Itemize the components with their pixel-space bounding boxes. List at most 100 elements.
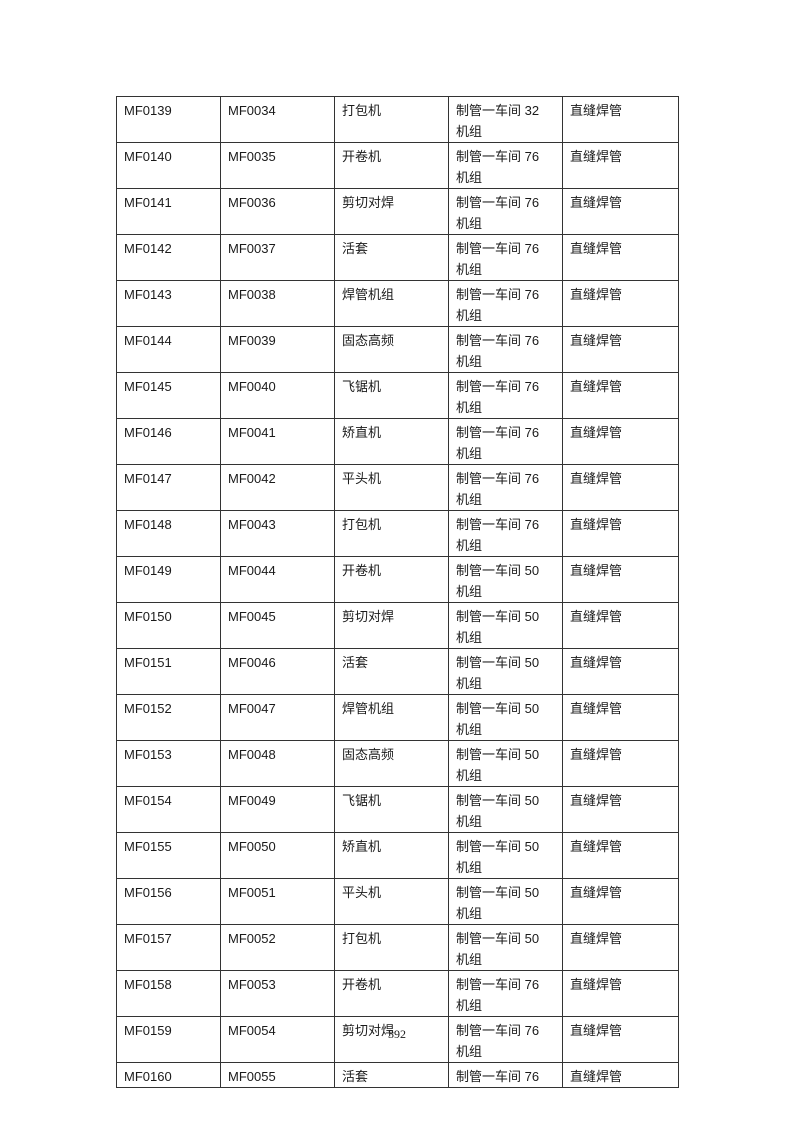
table-row: MF0147 MF0042 平头机 制管一车间 76 机组 直缝焊管 <box>116 464 679 511</box>
cell-text: 直缝焊管 <box>570 563 623 578</box>
asset-code-cell: MF0140 <box>116 142 221 189</box>
page-number: 392 <box>388 1027 406 1041</box>
cell-text: 制管一车间 50 机组 <box>456 885 540 921</box>
equipment-name-cell: 剪切对焊 <box>334 602 449 649</box>
equipment-name-cell: 活套 <box>334 1062 449 1088</box>
cell-text: MF0045 <box>228 609 276 624</box>
equipment-name-cell: 开卷机 <box>334 970 449 1017</box>
equipment-code-cell: MF0049 <box>220 786 335 833</box>
cell-text: 活套 <box>342 1069 369 1084</box>
cell-text: 直缝焊管 <box>570 149 623 164</box>
cell-text: 飞锯机 <box>342 793 382 808</box>
cell-text: MF0141 <box>124 195 172 210</box>
category-cell: 直缝焊管 <box>562 142 679 189</box>
equipment-name-cell: 活套 <box>334 648 449 695</box>
location-cell: 制管一车间 76 机组 <box>448 970 563 1017</box>
category-cell: 直缝焊管 <box>562 418 679 465</box>
cell-text: MF0158 <box>124 977 172 992</box>
cell-text: MF0053 <box>228 977 276 992</box>
cell-text: MF0142 <box>124 241 172 256</box>
cell-text: MF0156 <box>124 885 172 900</box>
equipment-name-cell: 开卷机 <box>334 142 449 189</box>
cell-text: MF0143 <box>124 287 172 302</box>
equipment-code-cell: MF0040 <box>220 372 335 419</box>
asset-code-cell: MF0145 <box>116 372 221 419</box>
location-cell: 制管一车间 76 机组 <box>448 510 563 557</box>
location-cell: 制管一车间 76 机组 <box>448 188 563 235</box>
cell-text: MF0055 <box>228 1069 276 1084</box>
location-cell: 制管一车间 50 机组 <box>448 878 563 925</box>
asset-code-cell: MF0142 <box>116 234 221 281</box>
category-cell: 直缝焊管 <box>562 464 679 511</box>
table-row: MF0156 MF0051 平头机 制管一车间 50 机组 直缝焊管 <box>116 878 679 925</box>
asset-code-cell: MF0152 <box>116 694 221 741</box>
cell-text: MF0042 <box>228 471 276 486</box>
cell-text: 打包机 <box>342 103 382 118</box>
asset-code-cell: MF0154 <box>116 786 221 833</box>
cell-text: MF0154 <box>124 793 172 808</box>
category-cell: 直缝焊管 <box>562 280 679 327</box>
cell-text: 直缝焊管 <box>570 609 623 624</box>
equipment-code-cell: MF0050 <box>220 832 335 879</box>
cell-text: 制管一车间 50 机组 <box>456 931 540 967</box>
equipment-code-cell: MF0034 <box>220 96 335 143</box>
cell-text: MF0139 <box>124 103 172 118</box>
table-row: MF0153 MF0048 固态高频 制管一车间 50 机组 直缝焊管 <box>116 740 679 787</box>
equipment-code-cell: MF0054 <box>220 1016 335 1063</box>
cell-text: MF0037 <box>228 241 276 256</box>
cell-text: 制管一车间 50 机组 <box>456 793 540 829</box>
category-cell: 直缝焊管 <box>562 326 679 373</box>
cell-text: MF0044 <box>228 563 276 578</box>
asset-code-cell: MF0147 <box>116 464 221 511</box>
cell-text: 直缝焊管 <box>570 103 623 118</box>
cell-text: MF0035 <box>228 149 276 164</box>
asset-code-cell: MF0159 <box>116 1016 221 1063</box>
location-cell: 制管一车间 76 机组 <box>448 234 563 281</box>
cell-text: 制管一车间 76 机组 <box>456 241 540 277</box>
cell-text: MF0148 <box>124 517 172 532</box>
location-cell: 制管一车间 76 <box>448 1062 563 1088</box>
asset-code-cell: MF0156 <box>116 878 221 925</box>
equipment-code-cell: MF0043 <box>220 510 335 557</box>
cell-text: MF0144 <box>124 333 172 348</box>
cell-text: 直缝焊管 <box>570 1023 623 1038</box>
table-row: MF0141 MF0036 剪切对焊 制管一车间 76 机组 直缝焊管 <box>116 188 679 235</box>
asset-code-cell: MF0153 <box>116 740 221 787</box>
cell-text: MF0052 <box>228 931 276 946</box>
cell-text: 制管一车间 76 机组 <box>456 425 540 461</box>
cell-text: 制管一车间 50 机组 <box>456 701 540 737</box>
cell-text: 直缝焊管 <box>570 287 623 302</box>
cell-text: MF0152 <box>124 701 172 716</box>
location-cell: 制管一车间 76 机组 <box>448 280 563 327</box>
cell-text: 直缝焊管 <box>570 241 623 256</box>
cell-text: 制管一车间 76 机组 <box>456 333 540 369</box>
cell-text: 直缝焊管 <box>570 655 623 670</box>
equipment-name-cell: 平头机 <box>334 464 449 511</box>
cell-text: MF0145 <box>124 379 172 394</box>
cell-text: 直缝焊管 <box>570 839 623 854</box>
cell-text: MF0049 <box>228 793 276 808</box>
equipment-code-cell: MF0047 <box>220 694 335 741</box>
asset-code-cell: MF0160 <box>116 1062 221 1088</box>
table-row: MF0158 MF0053 开卷机 制管一车间 76 机组 直缝焊管 <box>116 970 679 1017</box>
equipment-name-cell: 打包机 <box>334 924 449 971</box>
asset-code-cell: MF0149 <box>116 556 221 603</box>
asset-code-cell: MF0144 <box>116 326 221 373</box>
cell-text: MF0047 <box>228 701 276 716</box>
asset-code-cell: MF0151 <box>116 648 221 695</box>
location-cell: 制管一车间 76 机组 <box>448 464 563 511</box>
location-cell: 制管一车间 76 机组 <box>448 372 563 419</box>
cell-text: 制管一车间 76 机组 <box>456 977 540 1013</box>
location-cell: 制管一车间 50 机组 <box>448 924 563 971</box>
cell-text: 制管一车间 50 机组 <box>456 563 540 599</box>
table-row: MF0152 MF0047 焊管机组 制管一车间 50 机组 直缝焊管 <box>116 694 679 741</box>
category-cell: 直缝焊管 <box>562 188 679 235</box>
location-cell: 制管一车间 32 机组 <box>448 96 563 143</box>
cell-text: 固态高频 <box>342 333 395 348</box>
asset-code-cell: MF0150 <box>116 602 221 649</box>
category-cell: 直缝焊管 <box>562 648 679 695</box>
cell-text: 直缝焊管 <box>570 793 623 808</box>
equipment-name-cell: 打包机 <box>334 96 449 143</box>
cell-text: 制管一车间 76 机组 <box>456 379 540 415</box>
cell-text: 剪切对焊 <box>342 609 395 624</box>
